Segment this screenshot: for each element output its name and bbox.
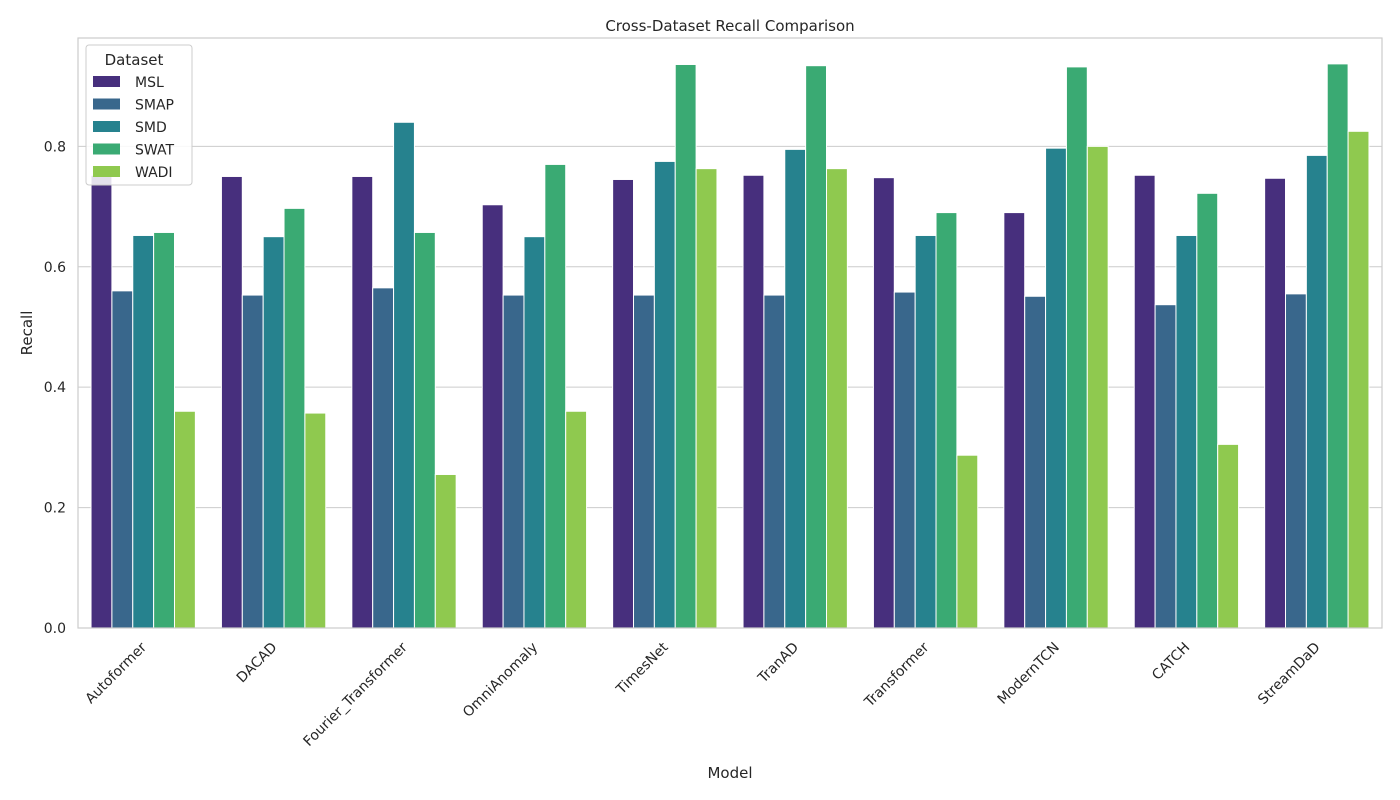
bar-wadi — [1086, 145, 1109, 629]
legend-title: Dataset — [105, 51, 164, 69]
legend-label: WADI — [135, 165, 173, 181]
legend-label: SMD — [135, 120, 167, 136]
bar-smd — [653, 160, 676, 629]
bar-wadi — [434, 473, 457, 629]
bar-msl — [481, 204, 504, 629]
bar-smd — [784, 148, 807, 629]
bar-smap — [1024, 295, 1047, 629]
x-tick-label: Fourier_Transformer — [301, 639, 411, 749]
bar-msl — [1003, 212, 1026, 629]
y-tick-label: 0.4 — [44, 380, 66, 396]
bar-smd — [262, 236, 285, 629]
y-axis-label: Recall — [18, 311, 36, 356]
x-tick-label: TimesNet — [613, 639, 672, 698]
y-tick-label: 0.8 — [44, 139, 66, 155]
bar-smap — [241, 294, 264, 629]
bar-smap — [1154, 304, 1177, 629]
bar-smap — [1285, 293, 1307, 629]
legend: Dataset MSL SMAP SMD SWAT WADI — [85, 44, 193, 186]
x-tick-label: OmniAnomaly — [460, 640, 541, 721]
bar-smap — [111, 290, 134, 629]
bar-msl — [90, 174, 113, 629]
legend-items: MSL SMAP SMD SWAT WADI — [93, 75, 174, 181]
bar-swat — [935, 212, 958, 629]
bar-smap — [893, 291, 916, 629]
bar-smd — [914, 234, 937, 629]
chart-title: Cross-Dataset Recall Comparison — [605, 17, 854, 35]
bar-wadi — [1347, 130, 1370, 629]
bar-wadi — [565, 410, 588, 629]
x-axis-ticks: Autoformer DACAD Fourier_Transformer OmniAn… — [82, 639, 1323, 750]
legend-swatch — [93, 98, 120, 110]
y-tick-label: 0.0 — [44, 621, 66, 637]
legend-swatch — [93, 166, 120, 177]
legend-label: MSL — [135, 75, 164, 91]
bar-smap — [763, 294, 786, 629]
bar-wadi — [304, 412, 327, 629]
bar-wadi — [825, 168, 848, 629]
bar-swat — [544, 163, 567, 629]
x-axis-label: Model — [707, 764, 752, 782]
legend-swatch — [93, 121, 120, 132]
bar-wadi — [956, 454, 979, 629]
x-tick-label: Transformer — [861, 639, 933, 711]
bar-msl — [872, 177, 895, 629]
legend-swatch — [93, 76, 120, 87]
bar-msl — [351, 175, 374, 629]
bar-msl — [612, 178, 635, 629]
x-tick-label: CATCH — [1149, 640, 1193, 684]
legend-swatch — [93, 143, 120, 155]
bar-swat — [1326, 63, 1349, 629]
bar-smd — [132, 234, 155, 629]
y-tick-label: 0.6 — [44, 260, 66, 276]
bar-smap — [502, 294, 525, 629]
bars — [90, 63, 1370, 629]
plot-frame — [77, 37, 1383, 629]
bar-swat — [674, 63, 697, 629]
bar-msl — [1133, 174, 1156, 629]
bar-smd — [1175, 234, 1198, 629]
bar-smd — [1305, 154, 1328, 629]
legend-label: SMAP — [135, 98, 174, 114]
bar-swat — [1065, 66, 1088, 629]
y-tick-label: 0.2 — [44, 501, 66, 517]
bar-wadi — [695, 168, 718, 629]
bar-smd — [393, 121, 415, 629]
bar-swat — [413, 231, 436, 629]
bar-swat — [283, 207, 306, 629]
legend-label: SWAT — [135, 143, 174, 159]
bar-wadi — [1217, 443, 1240, 629]
bar-swat — [1196, 192, 1219, 629]
bar-smap — [633, 294, 655, 629]
x-tick-label: StreamDaD — [1255, 640, 1323, 708]
bar-smd — [523, 236, 546, 629]
x-tick-label: TranAD — [755, 640, 802, 687]
bar-wadi — [173, 410, 196, 629]
bar-msl — [742, 174, 765, 629]
x-tick-label: Autoformer — [82, 639, 150, 707]
bar-swat — [153, 231, 175, 629]
y-axis-ticks: 0.0 0.2 0.4 0.6 0.8 — [44, 139, 66, 637]
bar-msl — [220, 175, 243, 629]
x-tick-label: ModernTCN — [995, 640, 1063, 708]
bar-swat — [805, 65, 827, 629]
bar-smap — [372, 287, 395, 629]
x-tick-label: DACAD — [234, 640, 281, 687]
bar-smd — [1045, 147, 1067, 629]
bar-msl — [1264, 177, 1287, 629]
